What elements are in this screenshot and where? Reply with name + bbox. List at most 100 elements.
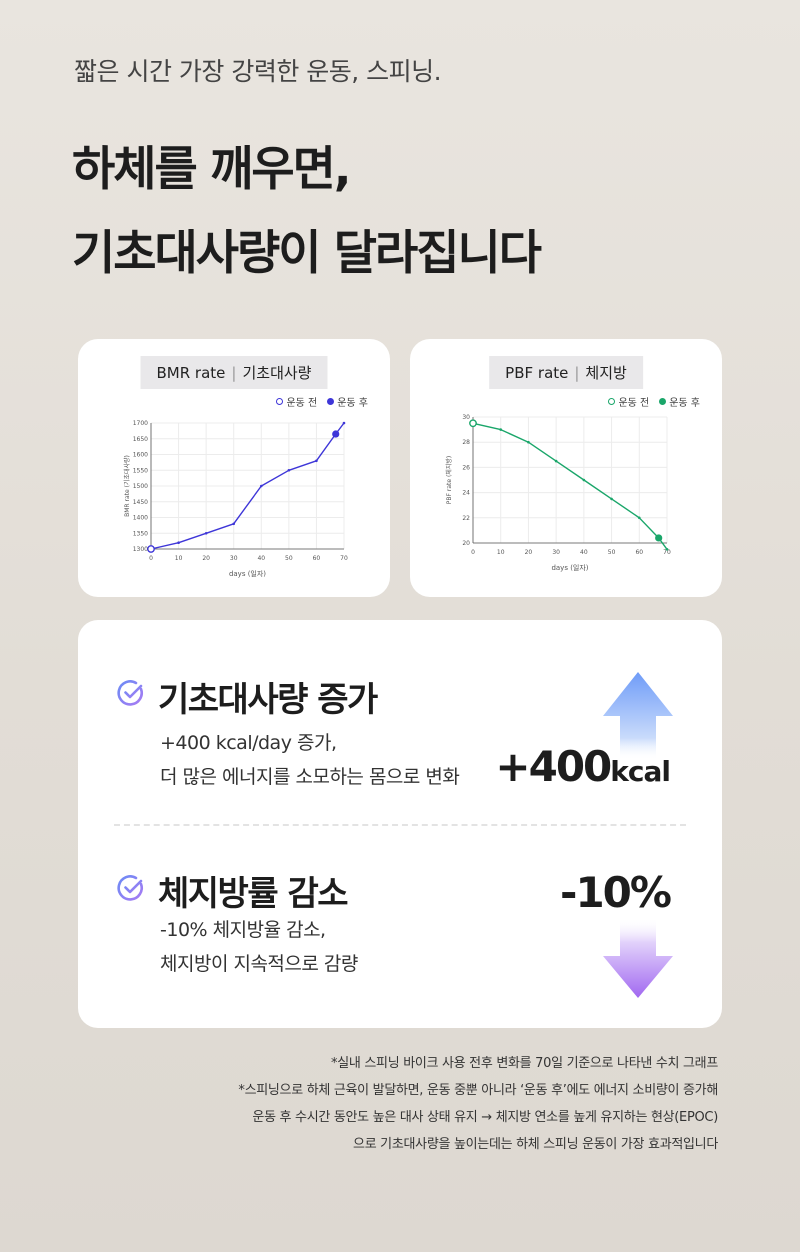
y-tick-label: 26 [462,464,470,471]
pbf-chart-title: PBF rate | 체지방 [489,356,643,389]
bmr-big-unit: kcal [610,755,671,788]
data-point [554,459,558,463]
data-point [177,541,180,544]
y-tick-label: 1450 [133,499,148,506]
data-point [610,497,613,501]
bmr-chart-title: BMR rate | 기초대사량 [140,356,328,389]
y-tick-label: 22 [462,515,470,522]
x-tick-label: 10 [175,555,183,562]
pbf-chart-card: PBF rate | 체지방 운동 전 운동 후 0 10 20 30 40 50 60 70 20… [410,339,722,597]
y-tick-label: 1400 [133,515,148,522]
data-point [582,478,586,482]
title-separator: | [231,364,237,382]
pbf-section-title: 체지방률 감소 [158,874,349,914]
data-point [204,531,208,535]
x-tick-label: 0 [149,555,153,562]
data-point [499,428,503,431]
x-tick-label: 30 [230,555,238,562]
x-tick-label: 10 [497,549,505,556]
title-separator: | [574,364,580,382]
legend-marker-after [327,398,335,405]
data-point [315,459,318,463]
x-tick-label: 70 [663,549,671,556]
data-point [287,468,291,472]
y-tick-label: 1350 [133,530,148,537]
legend-item-before: 운동 전 [276,394,317,409]
y-tick-label: 1650 [133,436,148,443]
y-tick-label: 1600 [133,452,148,459]
legend-item-after: 운동 후 [327,394,368,409]
y-tick-label: 28 [462,439,470,446]
legend-label-after: 운동 후 [337,398,368,409]
marker-before-exercise [469,419,477,428]
y-axis-label: BMR rate (기초대사량) [123,455,131,517]
y-tick-label: 20 [462,540,470,547]
x-tick-label: 60 [635,549,643,556]
arrow-down-icon [603,918,673,998]
legend-item-after: 운동 후 [659,394,700,409]
headline-line-2: 기초대사량이 달라집니다 [72,226,542,281]
pbf-line-chart: 0 10 20 30 40 50 60 70 20 22 24 26 28 30 days (일자) PBF … [445,414,671,572]
pbf-big-number: -10% [560,868,672,917]
bmr-chart-legend: 운동 전 운동 후 [276,394,368,409]
data-point [259,484,263,488]
pbf-chart-legend: 운동 전 운동 후 [608,394,700,409]
x-tick-label: 50 [608,549,616,556]
y-tick-label: 24 [462,490,470,497]
footnotes: *실내 스피닝 바이크 사용 전후 변화를 70일 기준으로 나타낸 수치 그래… [238,1050,718,1158]
y-tick-label: 1550 [133,467,148,474]
legend-marker-before [276,398,284,405]
bmr-chart-card: BMR rate | 기초대사량 운동 전 운동 후 0 10 20 30 40 50 60 70… [78,339,390,597]
section-divider [114,824,686,826]
x-tick-label: 70 [340,555,348,562]
x-axis-label: days (일자) [551,563,588,572]
x-tick-label: 40 [257,555,265,562]
x-tick-label: 20 [525,549,533,556]
pbf-section-description: -10% 체지방율 감소, 체지방이 지속적으로 감량 [160,913,358,981]
footnote-line: 운동 후 수시간 동안도 높은 대사 상태 유지 → 체지방 연소를 높게 유지… [252,1110,718,1125]
data-point [637,516,641,520]
y-tick-label: 1500 [133,483,148,490]
benefits-card: 기초대사량 증가 +400 kcal/day 증가, 더 많은 에너지를 소모하… [78,620,722,1028]
check-circle-icon [117,875,143,901]
bmr-line-chart: 0 10 20 30 40 50 60 70 1300 1350 1400 1450 1500 1550 1… [123,420,348,578]
legend-marker-after [659,398,667,405]
pbf-section: 체지방률 감소 -10% 체지방율 감소, 체지방이 지속적으로 감량 -10% [78,826,722,1028]
y-tick-label: 1700 [133,420,148,427]
legend-label-after: 운동 후 [669,398,700,409]
pbf-desc-line-1: -10% 체지방율 감소, [160,919,326,941]
check-circle-icon [117,680,143,706]
y-tick-label: 30 [462,414,470,421]
legend-item-before: 운동 전 [608,394,649,409]
data-point [342,421,346,425]
headline-line-1: 하체를 깨우면, [72,142,352,197]
x-tick-label: 40 [580,549,588,556]
x-tick-label: 0 [471,549,475,556]
pbf-desc-line-2: 체지방이 지속적으로 감량 [160,953,358,975]
x-tick-label: 20 [202,555,210,562]
page-headline: 하체를 깨우면, 기초대사량이 달라집니다 [72,128,542,296]
legend-label-before: 운동 전 [286,398,318,409]
data-point [527,440,530,444]
bmr-chart-title-ko: 기초대사량 [242,364,312,382]
marker-after-exercise [655,534,663,542]
marker-after-exercise [332,430,340,438]
y-axis-label: PBF rate (체지방) [445,456,453,504]
x-axis-label: days (일자) [229,569,266,578]
legend-marker-before [608,398,616,405]
bmr-chart-title-en: BMR rate [156,364,226,382]
bmr-section-title: 기초대사량 증가 [158,680,378,720]
legend-label-before: 운동 전 [618,398,650,409]
bmr-desc-line-1: +400 kcal/day 증가, [160,732,337,754]
footnote-line: *스피닝으로 하체 근육이 발달하면, 운동 중뿐 아니라 ‘운동 후’에도 에… [238,1083,718,1098]
pbf-chart-title-ko: 체지방 [585,364,627,382]
x-tick-label: 50 [285,555,293,562]
data-point [665,548,669,551]
footnote-line: *실내 스피닝 바이크 사용 전후 변화를 70일 기준으로 나타낸 수치 그래… [331,1056,718,1071]
y-tick-label: 1300 [133,546,148,553]
marker-before-exercise [147,545,155,553]
bmr-desc-line-2: 더 많은 에너지를 소모하는 몸으로 변화 [160,766,460,788]
x-tick-label: 30 [552,549,560,556]
footnote-line: 으로 기초대사량을 높이는데는 하체 스피닝 운동이 가장 효과적입니다 [353,1137,718,1152]
pbf-chart-title-en: PBF rate [505,364,569,382]
